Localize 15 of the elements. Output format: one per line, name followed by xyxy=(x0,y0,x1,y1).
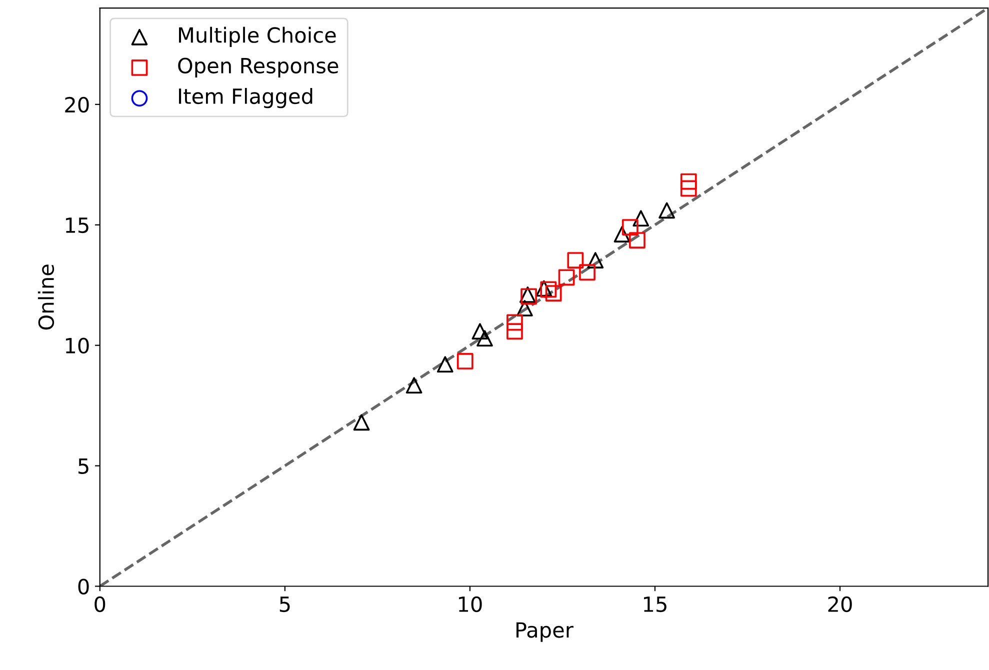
x-tick-label: 10 xyxy=(458,596,482,612)
x-tick-label: 0 xyxy=(94,596,106,612)
x-tick-label: 20 xyxy=(828,596,852,612)
legend-label: Open Response xyxy=(178,58,338,78)
y-axis-title: Online xyxy=(38,264,54,330)
x-tick-label: 5 xyxy=(280,596,290,612)
x-tick-label: 15 xyxy=(644,596,666,612)
y-tick-label: 10 xyxy=(66,338,89,354)
y-tick-label: 20 xyxy=(65,96,89,113)
legend-label: Item Flagged xyxy=(179,88,312,108)
y-tick-label: 0 xyxy=(78,578,89,594)
x-axis-title: Paper xyxy=(516,622,574,642)
legend-label: Multiple Choice xyxy=(179,26,336,47)
y-tick-label: 15 xyxy=(66,218,88,234)
y-tick-label: 5 xyxy=(78,458,88,474)
